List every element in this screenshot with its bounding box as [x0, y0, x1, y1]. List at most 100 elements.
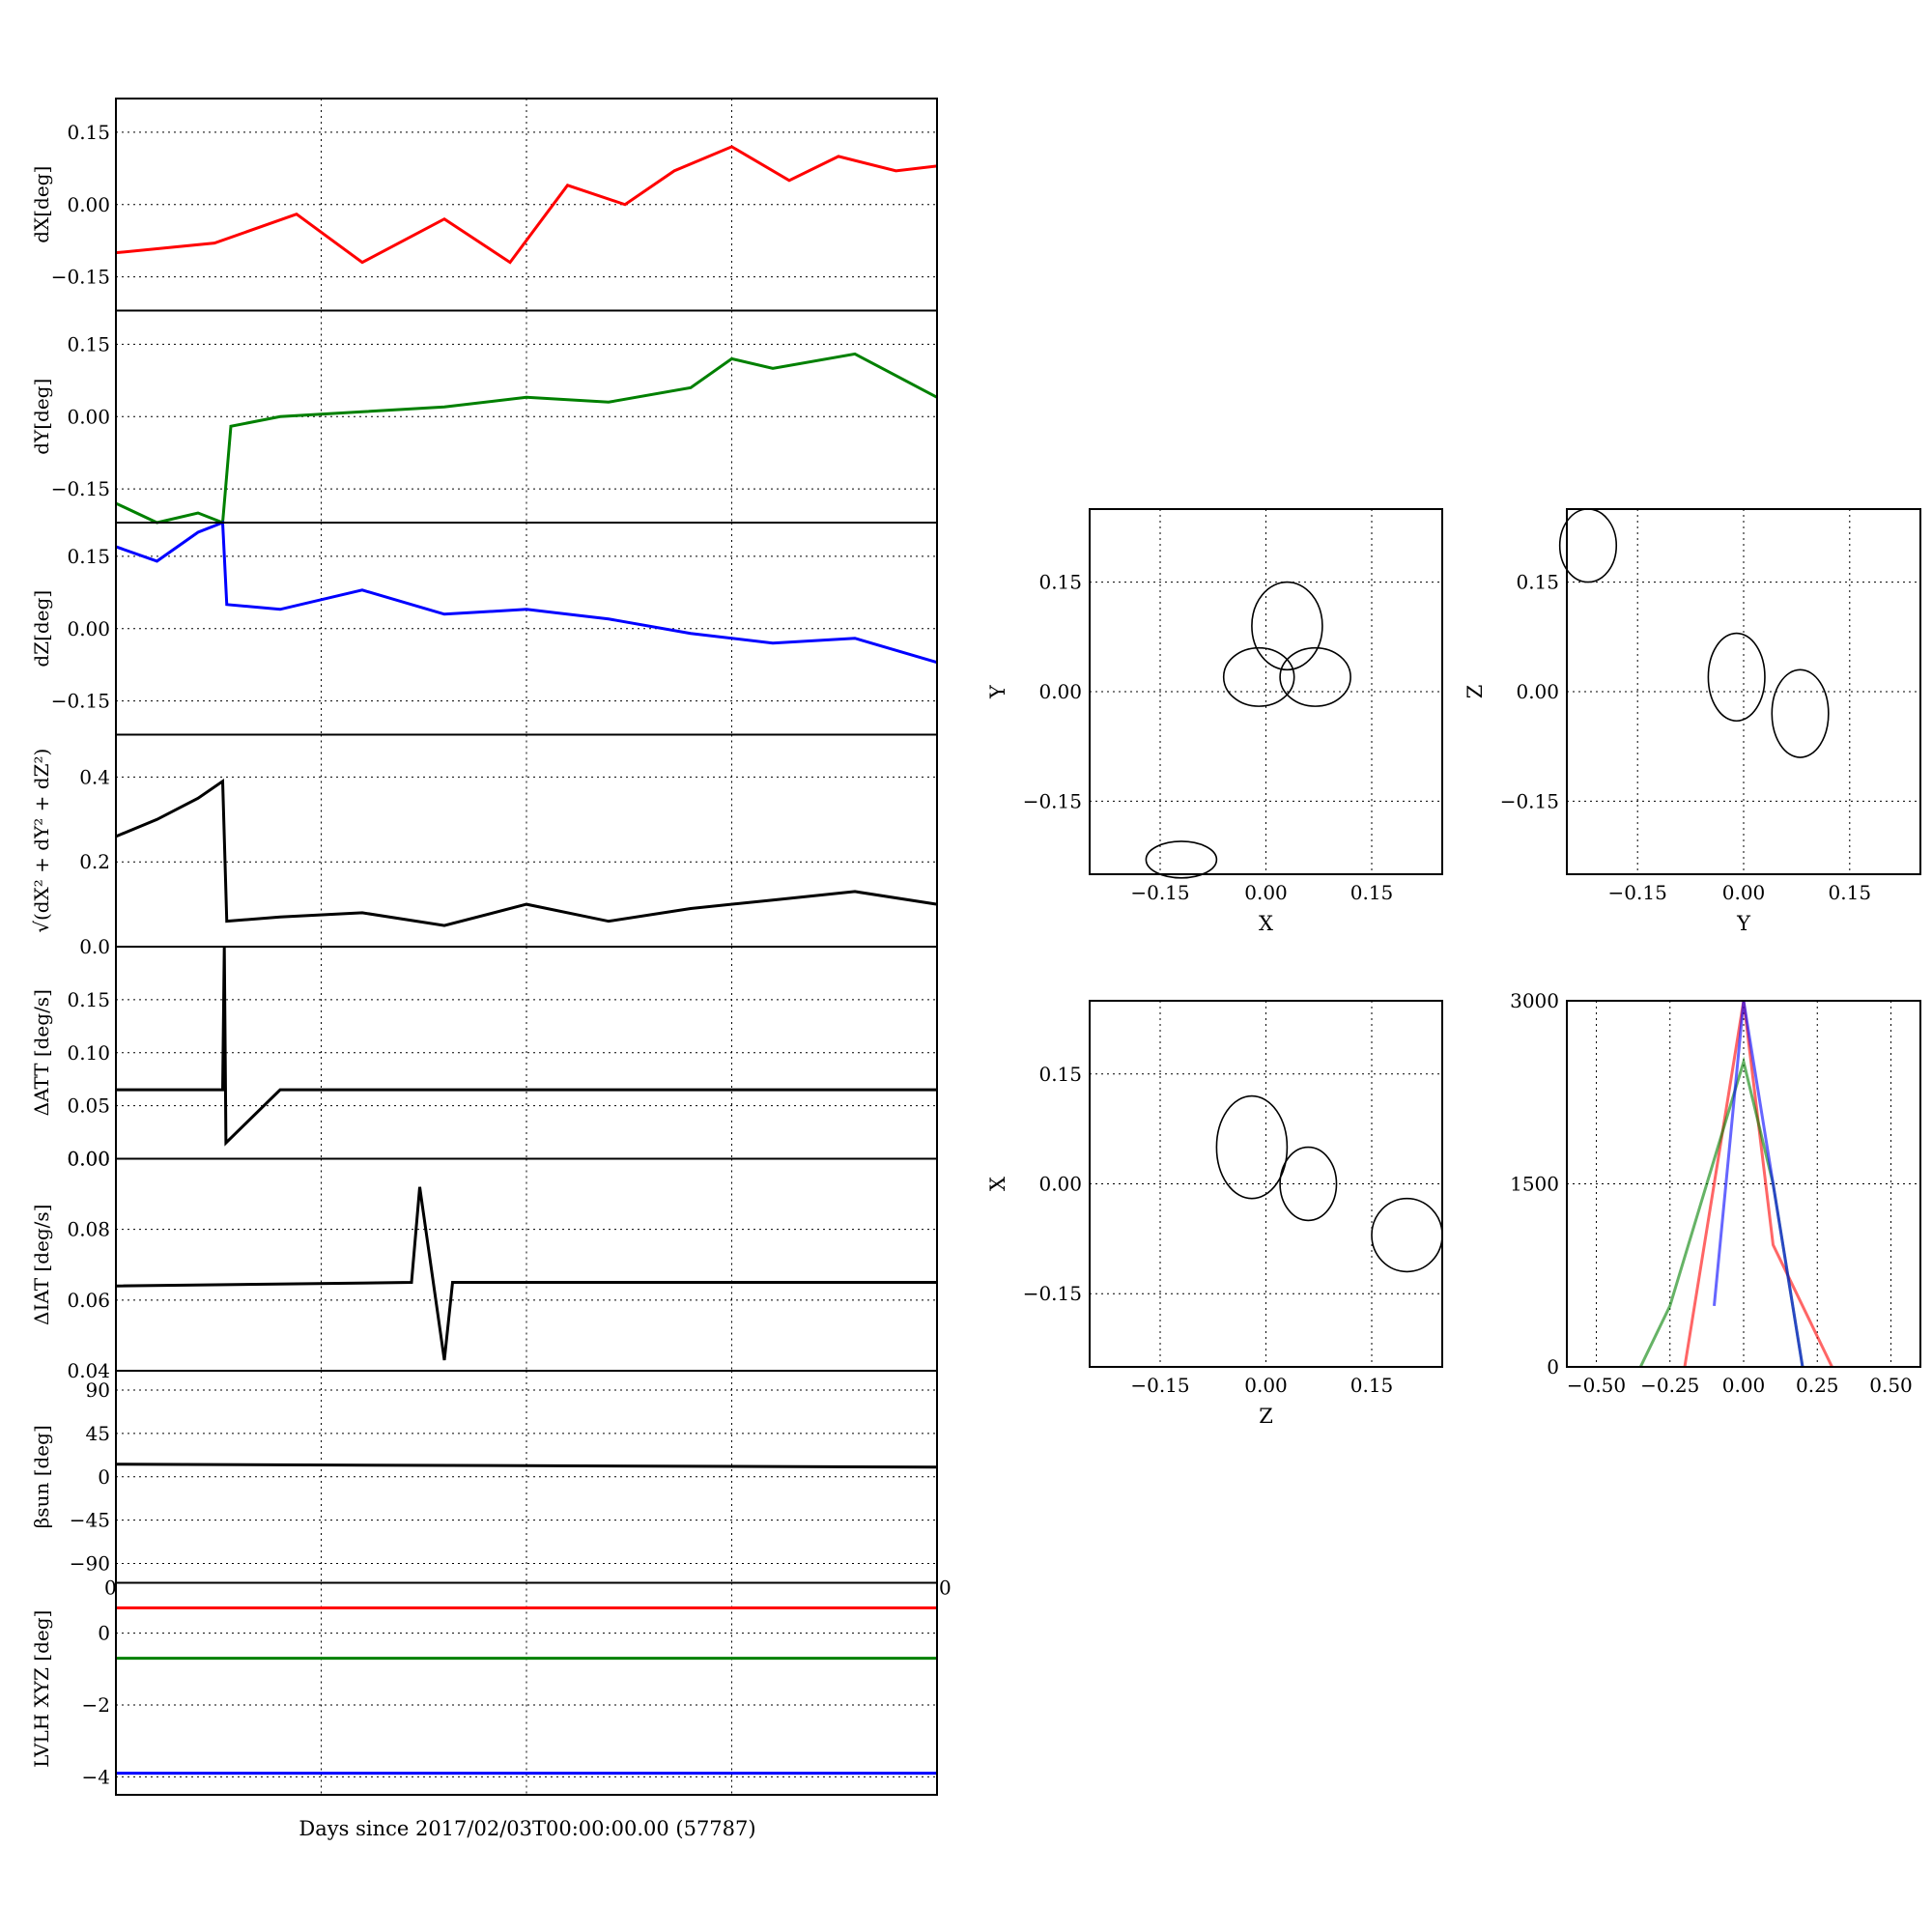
panel-hist: −0.50 −0.25 0.00 0.25 0.50 0 1500 3000 [1510, 989, 1921, 1397]
y-axis-label: βsun [deg] [30, 1425, 53, 1528]
x-tick-label: −0.15 [1130, 1374, 1189, 1397]
y-axis-label: dY[deg] [30, 379, 53, 455]
series-line [116, 946, 937, 1147]
trajectory-loop [1145, 840, 1218, 879]
y-tick-label: 0.15 [1516, 571, 1559, 594]
x-tick-label: −0.25 [1640, 1374, 1699, 1397]
y-axis-label: ΔIAT [deg/s] [30, 1205, 53, 1325]
y-tick-label: 0.15 [1038, 1063, 1082, 1086]
y-tick-label: 0.15 [67, 988, 110, 1011]
y-tick-label: −0.15 [51, 266, 110, 289]
y-tick-label: 0.2 [79, 850, 110, 873]
shared-x-axis-label: Days since 2017/02/03T00:00:00.00 (57787… [298, 1817, 755, 1840]
y-tick-label: −0.15 [1500, 789, 1559, 812]
y-axis-label: Z [1463, 685, 1487, 699]
y-tick-label-extra: 0.00 [67, 1148, 110, 1171]
panel-datt: 0.00 0.05 0.10 0.15 ΔATT [deg/s] [30, 946, 938, 1171]
trajectory-loop [1279, 1146, 1338, 1222]
y-tick-label: 0.10 [67, 1041, 110, 1065]
trajectory-loop [1771, 668, 1830, 758]
y-axis-label: dZ[deg] [30, 590, 53, 668]
y-tick-label: −90 [70, 1552, 110, 1576]
trajectory-loop [1215, 1094, 1289, 1200]
plots-layer: −0.150.000.15dX[deg]−0.150.000.15dY[deg]… [30, 98, 1921, 1796]
y-tick-label: 0.15 [67, 545, 110, 568]
x-tick-label: 0.15 [1829, 881, 1872, 904]
y-tick-label: 0.05 [67, 1094, 110, 1118]
y-tick-label: −2 [82, 1693, 110, 1717]
panel-norm: 0.0 0.2 0.4 √(dX² + dY² + dZ²) [30, 733, 938, 958]
trajectory-loop [1251, 581, 1323, 671]
y-axis-label: ΔATT [deg/s] [30, 989, 53, 1116]
x-tick-label: 0.00 [1722, 881, 1766, 904]
y-tick-label: 0.06 [67, 1289, 110, 1312]
y-tick-label: 0.00 [1038, 1173, 1082, 1196]
y-tick-label: 0.15 [1038, 571, 1082, 594]
y-tick-label: 0.4 [79, 765, 110, 788]
series-line [115, 352, 938, 526]
x-axis-label: Z [1259, 1405, 1273, 1428]
y-tick-label: −0.15 [1023, 1282, 1082, 1305]
panel-lvlh: −4 −2 0 0 0 LVLH XYZ [deg] [30, 1577, 952, 1796]
y-tick-label: 3000 [1510, 989, 1559, 1012]
axes-frame [1566, 1000, 1921, 1368]
x-tick-label: −0.15 [1608, 881, 1667, 904]
series-line [115, 1463, 938, 1469]
y-tick-label: 0.00 [1516, 680, 1559, 703]
x-axis-label: X [1259, 912, 1273, 935]
x-axis-label: Y [1736, 912, 1751, 935]
y-tick-label: 0.08 [67, 1218, 110, 1241]
y-tick-label: 0.0 [79, 935, 110, 958]
x-tick-label: −0.50 [1567, 1374, 1626, 1397]
y-tick-label: −0.15 [1023, 789, 1082, 812]
y-tick-label: 90 [86, 1378, 110, 1402]
panel-diat: 0.04 0.06 0.08 0.00 ΔIAT [deg/s] [30, 1148, 938, 1382]
series-line [115, 145, 938, 265]
panel-dx: −0.15 0.00 0.15 dX[deg] [30, 98, 938, 312]
series-line [115, 778, 938, 927]
y-tick-label: −0.15 [51, 477, 110, 500]
axes-frame [1089, 1000, 1443, 1368]
trajectory-loop [1371, 1197, 1443, 1273]
trajectory-loop [1558, 508, 1618, 583]
trajectory-loop [1707, 632, 1766, 723]
x-tick-label: 0.15 [1350, 1374, 1394, 1397]
y-tick-label: 45 [86, 1422, 110, 1445]
y-tick-label: 0 [98, 1465, 110, 1489]
panel-zx: −0.15 0.00 0.15 −0.15 0.00 0.15 Z X [986, 1000, 1443, 1428]
x-tick-label: 0.00 [1244, 1374, 1288, 1397]
y-tick-label: 0.00 [1038, 680, 1082, 703]
y-tick-label: 0.00 [67, 1148, 110, 1171]
axes-frame [115, 1581, 938, 1796]
x-tick-label: 0.00 [1244, 881, 1288, 904]
series-line [115, 520, 938, 665]
axes-frame [1089, 508, 1443, 875]
y-tick-label: 0.00 [67, 405, 110, 428]
panel-dz: −0.15 0.00 0.15 dZ[deg] [30, 520, 938, 736]
y-tick-label: 0.15 [67, 121, 110, 144]
trajectory-loop [1222, 646, 1295, 707]
y-tick-label: 0 [98, 1622, 110, 1645]
y-axis-label: LVLH XYZ [deg] [30, 1610, 53, 1768]
hist-series [1713, 1000, 1804, 1368]
trajectory-loop [1279, 646, 1351, 707]
y-tick-label: 0 [1547, 1355, 1559, 1378]
y-tick-label: −0.15 [51, 690, 110, 713]
y-axis-label: √(dX² + dY² + dZ²) [30, 749, 53, 933]
x-tick-label: 0.00 [1722, 1374, 1766, 1397]
corner-tick-label: 0 [939, 1577, 952, 1600]
x-tick-label: 0.15 [1350, 881, 1394, 904]
y-axis-label: X [986, 1177, 1009, 1191]
panel-dy: −0.15 0.00 0.15 dY[deg] [30, 309, 938, 526]
y-tick-label: −45 [70, 1509, 110, 1532]
x-tick-label: 0.25 [1796, 1374, 1839, 1397]
y-tick-label: 0.04 [67, 1359, 110, 1382]
panel-yz: −0.15 0.00 0.15 −0.15 0.00 0.15 Y Z [1463, 508, 1921, 935]
y-tick-label: 1500 [1510, 1173, 1559, 1196]
y-tick-label: 0.15 [67, 332, 110, 355]
axes-frame [1566, 508, 1921, 875]
y-axis-label: Y [986, 684, 1009, 699]
y-tick-label: 0.00 [67, 193, 110, 216]
x-tick-label: −0.15 [1130, 881, 1189, 904]
